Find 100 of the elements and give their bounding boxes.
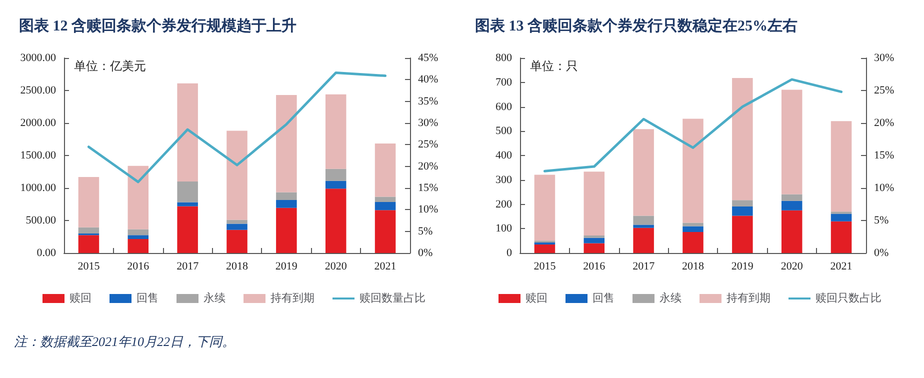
bar xyxy=(128,229,149,236)
bar xyxy=(830,121,852,212)
y2-tick-label: 10% xyxy=(418,204,438,216)
bar xyxy=(325,94,346,169)
y-tick-label: 700 xyxy=(496,76,512,88)
bar xyxy=(128,235,149,240)
x-tick-label: 2019 xyxy=(731,260,754,272)
bar xyxy=(732,78,753,200)
bar xyxy=(830,221,852,253)
bar xyxy=(682,232,704,253)
bar xyxy=(78,176,100,228)
legend-label: 永续 xyxy=(204,292,226,304)
y2-tick-label: 0% xyxy=(418,247,433,259)
y2-tick-label: 15% xyxy=(418,182,438,194)
y-tick-label: 400 xyxy=(496,150,512,162)
bar xyxy=(128,166,149,230)
x-tick-label: 2016 xyxy=(127,260,150,272)
y2-tick-label: 40% xyxy=(418,74,438,86)
x-tick-label: 2021 xyxy=(374,260,396,272)
x-tick-label: 2015 xyxy=(534,260,556,272)
x-tick-label: 2020 xyxy=(780,260,804,272)
annotation: 单位：只 xyxy=(530,59,578,73)
bar xyxy=(276,208,297,253)
y-tick-label: 200 xyxy=(496,198,512,210)
y-tick-label: 100 xyxy=(496,222,512,235)
bar xyxy=(781,90,802,194)
bar xyxy=(633,224,654,228)
bar xyxy=(374,202,396,210)
y-tick-label: 1500.00 xyxy=(20,150,56,162)
y-tick-label: 0 xyxy=(506,247,512,259)
chart-title: 图表 13 含赎回条款个券发行只数稳定在25%左右 xyxy=(475,16,798,34)
bar xyxy=(633,129,654,216)
bar xyxy=(276,192,297,200)
legend-label: 赎回 xyxy=(70,292,92,304)
x-tick-label: 2018 xyxy=(682,260,704,272)
legend-label: 持有到期 xyxy=(726,292,770,304)
y-tick-label: 800 xyxy=(496,52,512,64)
y2-tick-label: 15% xyxy=(874,150,894,162)
legend-label: 赎回只数占比 xyxy=(816,292,882,304)
x-tick-label: 2020 xyxy=(324,260,348,272)
y-tick-label: 2000.00 xyxy=(20,117,56,129)
x-tick-label: 2018 xyxy=(226,260,248,272)
y2-tick-label: 30% xyxy=(418,117,438,129)
bar xyxy=(325,168,346,181)
bar xyxy=(781,210,802,253)
y2-tick-label: 20% xyxy=(418,160,438,172)
y-tick-label: 600 xyxy=(496,100,512,113)
bar xyxy=(633,216,654,225)
y-tick-label: 300 xyxy=(496,174,512,186)
bar xyxy=(78,227,100,234)
bar xyxy=(374,196,396,202)
bar xyxy=(325,180,346,189)
y-tick-label: 1000.00 xyxy=(20,182,56,194)
bar xyxy=(584,243,605,253)
bar xyxy=(534,174,556,241)
y-tick-label: 2500.00 xyxy=(20,84,56,96)
bar xyxy=(276,200,297,208)
text: 注：数据截至2021年10月22日，下同。 xyxy=(14,333,236,351)
x-tick-label: 2019 xyxy=(275,260,298,272)
bar xyxy=(374,210,396,253)
line-series xyxy=(543,78,843,172)
x-tick-label: 2021 xyxy=(830,260,852,272)
bar xyxy=(781,200,802,210)
y-tick-label: 0.00 xyxy=(36,247,56,259)
legend-label: 持有到期 xyxy=(270,292,314,304)
y2-tick-label: 20% xyxy=(874,117,894,129)
bar xyxy=(325,188,346,253)
bar xyxy=(584,235,605,238)
x-tick-label: 2016 xyxy=(583,260,606,272)
bar xyxy=(682,226,704,232)
y2-tick-label: 25% xyxy=(418,138,438,151)
bar xyxy=(732,216,753,253)
y-tick-label: 3000.00 xyxy=(20,52,56,64)
x-tick-label: 2015 xyxy=(78,260,100,272)
y2-tick-label: 5% xyxy=(874,214,889,226)
legend-label: 回售 xyxy=(592,292,614,304)
bar xyxy=(128,239,149,253)
bar xyxy=(830,214,852,222)
bar xyxy=(534,244,556,253)
bar xyxy=(781,194,802,201)
bar xyxy=(177,83,198,182)
x-tick-label: 2017 xyxy=(632,260,656,272)
annotation: 单位：亿美元 xyxy=(74,59,146,73)
y2-tick-label: 10% xyxy=(874,182,894,194)
bar xyxy=(374,143,396,197)
legend-label: 赎回数量占比 xyxy=(360,292,426,304)
bar xyxy=(226,224,248,230)
bar xyxy=(584,238,605,244)
y2-tick-label: 45% xyxy=(418,52,438,64)
chart-title: 图表 12 含赎回条款个券发行规模趋于上升 xyxy=(19,18,296,34)
bar xyxy=(177,202,198,206)
y-tick-label: 500.00 xyxy=(26,214,56,226)
y-tick-label: 500 xyxy=(496,125,512,138)
y2-tick-label: 0% xyxy=(874,247,889,259)
bar xyxy=(584,172,605,236)
bar xyxy=(177,206,198,253)
line-series xyxy=(87,71,387,184)
bar xyxy=(682,118,704,223)
bar xyxy=(276,95,297,192)
y2-tick-label: 35% xyxy=(418,95,438,108)
